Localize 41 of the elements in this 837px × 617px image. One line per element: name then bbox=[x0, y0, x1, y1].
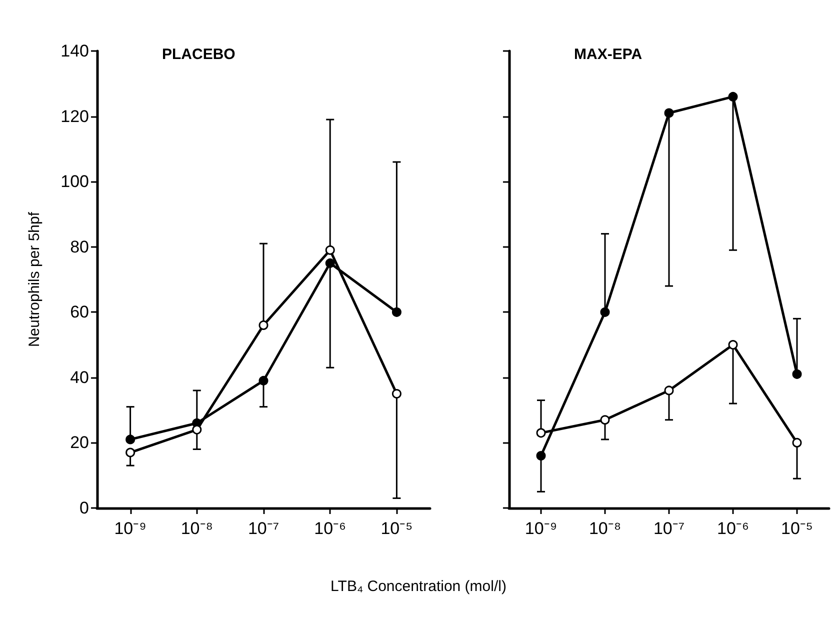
point bbox=[664, 386, 674, 396]
point bbox=[792, 369, 802, 379]
y-tick-label: 0 bbox=[80, 498, 89, 518]
x-tick-label: 10⁻⁵ bbox=[380, 519, 413, 538]
point bbox=[126, 448, 136, 458]
point bbox=[258, 376, 268, 386]
point bbox=[325, 258, 335, 268]
point bbox=[728, 340, 738, 350]
y-tick-label: 60 bbox=[70, 302, 89, 322]
point bbox=[728, 92, 738, 102]
point bbox=[600, 307, 610, 317]
x-axis-title: LTB₄ Concentration (mol/l) bbox=[330, 578, 508, 595]
x-tick-label: 10⁻⁷ bbox=[248, 519, 280, 538]
chart-title: PLACEBO bbox=[162, 46, 236, 63]
y-tick-label: 100 bbox=[60, 172, 89, 192]
point bbox=[392, 389, 402, 398]
point bbox=[325, 245, 335, 255]
x-tick-label: 10⁻⁸ bbox=[588, 519, 622, 538]
point bbox=[536, 428, 546, 438]
point bbox=[392, 307, 402, 317]
x-tick-label: 10⁻⁶ bbox=[314, 519, 346, 538]
y-tick-label: 80 bbox=[70, 237, 89, 256]
y-tick-label: 120 bbox=[60, 106, 89, 126]
point bbox=[600, 415, 610, 425]
point bbox=[792, 438, 802, 448]
point bbox=[258, 320, 268, 330]
point bbox=[192, 424, 202, 434]
chart-title: MAX-EPA bbox=[574, 46, 642, 63]
point bbox=[126, 434, 136, 444]
y-axis-title: Neutrophils per 5hpf bbox=[26, 211, 43, 348]
x-tick-label: 10⁻⁷ bbox=[653, 519, 685, 538]
x-tick-label: 10⁻⁹ bbox=[524, 519, 558, 538]
x-tick-label: 10⁻⁶ bbox=[717, 519, 749, 538]
y-tick-label: 40 bbox=[70, 368, 89, 387]
y-tick-label: 140 bbox=[60, 42, 89, 60]
x-tick-label: 10⁻⁵ bbox=[781, 519, 813, 538]
x-tick-label: 10⁻⁹ bbox=[114, 519, 146, 538]
point bbox=[664, 108, 674, 118]
point bbox=[536, 451, 546, 461]
x-tick-label: 10⁻⁸ bbox=[180, 519, 213, 538]
y-tick-label: 20 bbox=[70, 433, 89, 452]
